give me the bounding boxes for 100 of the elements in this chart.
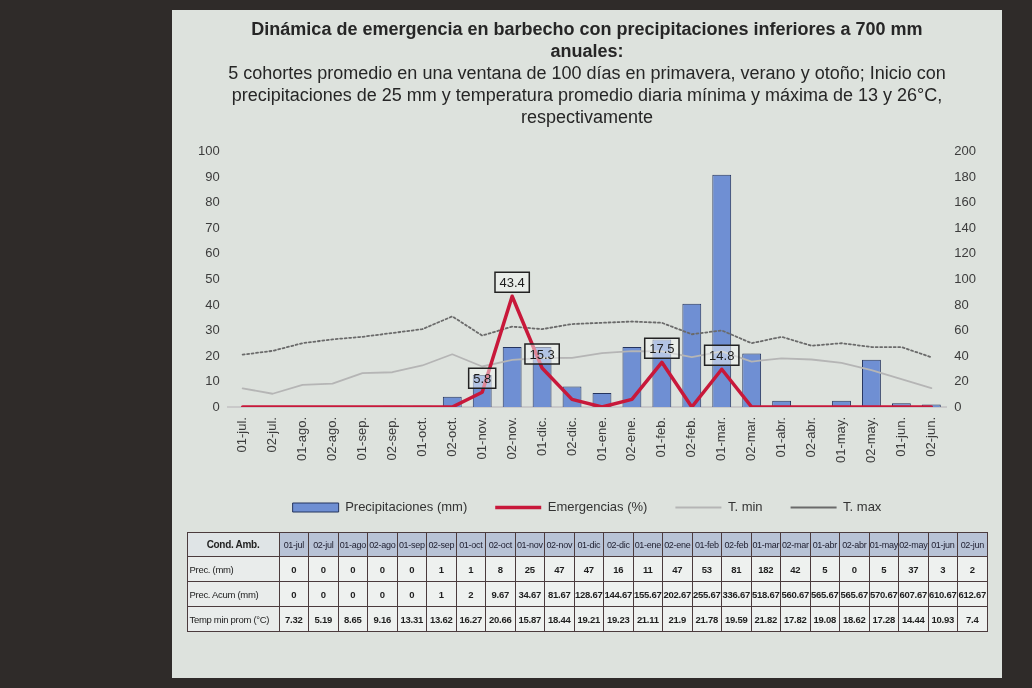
category-label: 02-ene xyxy=(662,532,692,557)
data-label: 570.67 xyxy=(869,581,899,607)
y-tick-label: 0 xyxy=(212,398,220,414)
data-label: 336.67 xyxy=(721,581,751,607)
data-label: 1 xyxy=(456,556,486,582)
data-label: 5.8 xyxy=(473,370,492,386)
data-label: 21.78 xyxy=(692,606,722,632)
data-label: 47 xyxy=(662,556,692,582)
category-label: 01-feb xyxy=(692,532,722,557)
data-label: 560.67 xyxy=(780,581,810,607)
data-label: 0 xyxy=(338,556,368,582)
data-label: 7.4 xyxy=(957,606,987,632)
data-label: 0 xyxy=(308,556,338,582)
category-label: 01-dic xyxy=(574,532,604,557)
y2-tick-label: 40 xyxy=(954,347,969,363)
data-label: 19.23 xyxy=(603,606,633,632)
data-label: 2 xyxy=(957,556,987,582)
x-tick-label: 01-mar. xyxy=(713,417,729,462)
data-label: 0 xyxy=(397,581,427,607)
line-series xyxy=(241,315,933,359)
data-label: 8 xyxy=(485,556,515,582)
x-tick-label: 01-sep. xyxy=(354,417,370,461)
data-label: 16 xyxy=(603,556,633,582)
data-label: 565.67 xyxy=(810,581,840,607)
data-label: 18.62 xyxy=(839,606,869,632)
x-tick-label: 02-jul. xyxy=(264,417,280,453)
data-label: 255.67 xyxy=(692,581,722,607)
text: Prec. (mm) xyxy=(187,556,279,582)
y-tick-label: 10 xyxy=(205,373,220,389)
x-tick-label: 02-ago. xyxy=(324,417,340,462)
category-label: 01-ago xyxy=(338,532,368,557)
data-label: 11 xyxy=(633,556,663,582)
category-label: 01-mar xyxy=(751,532,781,557)
data-label: 612.67 xyxy=(957,581,987,607)
chart-title: Dinámica de emergencia en barbecho con precipitaciones inferiores a 700 mm anuales: xyxy=(250,18,924,62)
data-label: 20.66 xyxy=(485,606,515,632)
category-label: 01-jul xyxy=(279,532,309,557)
y-tick-label: 60 xyxy=(205,245,220,261)
legend-label: T. min xyxy=(727,499,763,515)
data-label: 17.82 xyxy=(780,606,810,632)
data-label: 18.44 xyxy=(544,606,574,632)
data-label: 19.21 xyxy=(574,606,604,632)
data-label: 5 xyxy=(810,556,840,582)
x-tick-label: 01-feb. xyxy=(653,417,669,458)
data-label: 144.67 xyxy=(603,581,633,607)
data-label: 13.62 xyxy=(426,606,456,632)
y2-tick-label: 80 xyxy=(954,296,969,312)
category-label: 02-jun xyxy=(957,532,987,557)
data-label: 15.87 xyxy=(515,606,545,632)
x-tick-label: 02-abr. xyxy=(803,417,819,458)
text: Cond. Amb. xyxy=(187,532,279,557)
x-tick-label: 01-ene. xyxy=(593,417,609,462)
data-label: 21.82 xyxy=(751,606,781,632)
chart-subtitle: 5 cohortes promedio en una ventana de 100 días en primavera, verano y otoño; Inicio con precipitaciones de 25 mm y temperatura promedio diaria mínima y máxima de 13 y 26°C, respectivamente xyxy=(227,62,947,128)
data-label: 53 xyxy=(692,556,722,582)
y2-tick-label: 20 xyxy=(954,373,969,389)
legend-label: T. max xyxy=(843,499,882,515)
y-tick-label: 20 xyxy=(205,347,220,363)
data-label: 13.31 xyxy=(397,606,427,632)
category-label: 01-abr xyxy=(810,532,840,557)
data-label: 182 xyxy=(751,556,781,582)
data-label: 81.67 xyxy=(544,581,574,607)
y2-tick-label: 100 xyxy=(954,270,977,286)
category-label: 02-feb xyxy=(721,532,751,557)
x-tick-label: 01-abr. xyxy=(773,417,789,458)
data-label: 47 xyxy=(574,556,604,582)
data-label: 9.16 xyxy=(367,606,397,632)
category-label: 01-oct xyxy=(456,532,486,557)
data-label: 43.4 xyxy=(499,274,525,290)
y2-tick-label: 60 xyxy=(954,322,969,338)
category-label: 02-sep xyxy=(426,532,456,557)
data-label: 19.08 xyxy=(810,606,840,632)
y2-tick-label: 0 xyxy=(954,398,962,414)
x-tick-label: 02-sep. xyxy=(383,417,399,461)
y2-tick-label: 200 xyxy=(954,143,977,159)
data-label: 19.59 xyxy=(721,606,751,632)
x-tick-label: 02-nov. xyxy=(503,417,519,460)
data-label: 610.67 xyxy=(928,581,958,607)
x-tick-label: 02-jun. xyxy=(922,417,938,457)
x-tick-label: 01-oct. xyxy=(413,417,429,457)
data-label: 81 xyxy=(721,556,751,582)
data-label: 202.67 xyxy=(662,581,692,607)
data-label: 607.67 xyxy=(898,581,928,607)
y2-tick-label: 120 xyxy=(954,245,977,261)
data-label: 128.67 xyxy=(574,581,604,607)
y-tick-label: 80 xyxy=(205,194,220,210)
x-tick-label: 02-may. xyxy=(863,417,879,463)
y-tick-label: 30 xyxy=(205,322,220,338)
category-label: 02-jul xyxy=(308,532,338,557)
category-label: 01-jun xyxy=(928,532,958,557)
data-label: 5 xyxy=(869,556,899,582)
y2-tick-label: 160 xyxy=(954,194,977,210)
y2-tick-label: 180 xyxy=(954,168,977,184)
x-tick-label: 02-dic. xyxy=(563,417,579,457)
data-label: 0 xyxy=(367,581,397,607)
y-tick-label: 50 xyxy=(205,270,220,286)
data-label: 155.67 xyxy=(633,581,663,607)
x-tick-label: 01-jul. xyxy=(234,417,250,453)
series-label: Temp min prom (°C) xyxy=(187,606,279,632)
y2-tick-label: 140 xyxy=(954,219,977,235)
